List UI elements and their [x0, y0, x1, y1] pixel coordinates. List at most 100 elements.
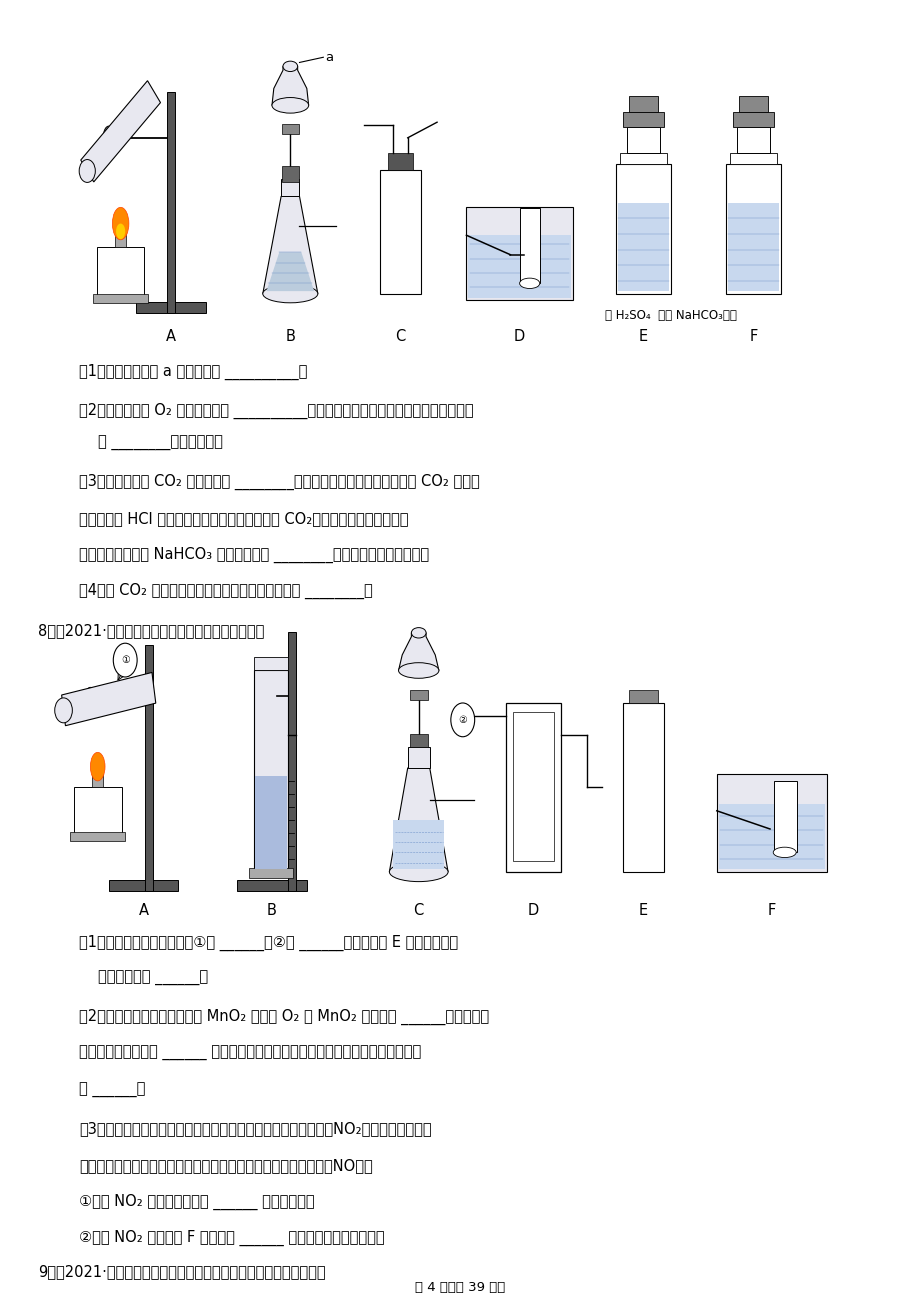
Bar	[74, 788, 121, 835]
Polygon shape	[389, 768, 448, 872]
Bar	[628, 96, 657, 112]
Bar	[167, 92, 175, 314]
Text: F: F	[766, 904, 775, 918]
Bar	[237, 880, 307, 892]
Polygon shape	[81, 81, 160, 182]
Ellipse shape	[389, 862, 448, 881]
Bar	[409, 690, 427, 700]
Text: ①: ①	[120, 655, 130, 665]
Ellipse shape	[283, 61, 298, 72]
Text: ①制取 NO₂ 的发生装置可用 ______ （填字母）。: ①制取 NO₂ 的发生装置可用 ______ （填字母）。	[79, 1194, 314, 1210]
Bar	[617, 203, 668, 292]
Bar	[387, 154, 413, 171]
Text: E: E	[638, 904, 647, 918]
Polygon shape	[263, 197, 317, 294]
Text: 净的氧气，装置可用 ______ （填字母）。用锤与稀硫酸反应制取氢气的化学方程式: 净的氧气，装置可用 ______ （填字母）。用锤与稀硫酸反应制取氢气的化学方程…	[79, 1047, 421, 1061]
Text: D: D	[514, 329, 525, 344]
Bar	[108, 880, 178, 892]
Bar	[626, 128, 659, 154]
Bar	[289, 631, 296, 892]
Text: （1）写出标号仪器的名称：①是 ______，②是 ______。能用装置 E 收集的气体应: （1）写出标号仪器的名称：①是 ______，②是 ______。能用装置 E …	[79, 935, 458, 952]
Bar	[115, 234, 126, 247]
Text: （3）实验室可用铜片与浓硫酸在常温下反应制取少量二氧化氮（NO₂）。通常状况下，: （3）实验室可用铜片与浓硫酸在常温下反应制取少量二氧化氮（NO₂）。通常状况下，	[79, 1121, 432, 1137]
Ellipse shape	[263, 285, 317, 303]
Bar	[716, 775, 826, 872]
Circle shape	[113, 643, 137, 677]
Bar	[738, 96, 767, 112]
Text: A: A	[139, 904, 148, 918]
Bar	[505, 703, 561, 872]
Bar	[92, 775, 103, 788]
Bar	[281, 180, 300, 197]
Polygon shape	[398, 633, 438, 671]
Text: （1）写出标有字母 a 的仪器名称 __________；: （1）写出标有字母 a 的仪器名称 __________；	[79, 363, 307, 380]
Ellipse shape	[85, 687, 96, 711]
Text: 含有少量的 HCl 和水蔓气，若要制取干燥纯净的 CO₂，正确的装置链接顺序是: 含有少量的 HCl 和水蔓气，若要制取干燥纯净的 CO₂，正确的装置链接顺序是	[79, 510, 408, 526]
Text: 为 ______。: 为 ______。	[79, 1083, 145, 1098]
Text: （3）实验室制取 CO₂ 的反应原理 ________（用化学方程式表示），制得的 CO₂ 中通常: （3）实验室制取 CO₂ 的反应原理 ________（用化学方程式表示），制得…	[79, 474, 480, 490]
Bar	[513, 712, 553, 862]
Bar	[392, 820, 444, 870]
Bar	[628, 690, 657, 703]
Bar	[729, 154, 777, 164]
Text: 8．（2021·徐州）请根据下列实验装置图回答问题。: 8．（2021·徐州）请根据下列实验装置图回答问题。	[38, 622, 264, 638]
Text: B: B	[267, 904, 277, 918]
Ellipse shape	[103, 126, 114, 150]
Bar	[727, 203, 778, 292]
Text: （填字母），饱和 NaHCO₃ 溶液的作用是 ________（用化学方程式表示）。: （填字母），饱和 NaHCO₃ 溶液的作用是 ________（用化学方程式表示…	[79, 547, 429, 562]
Text: ②: ②	[458, 715, 467, 725]
Bar	[70, 832, 125, 841]
Text: C: C	[414, 904, 424, 918]
Text: 具有的性质是 ______。: 具有的性质是 ______。	[97, 971, 208, 986]
Bar	[773, 781, 796, 853]
Bar	[519, 208, 539, 284]
Bar	[409, 734, 427, 747]
Text: 9．（2021·呼伦贝尔）请根据下面常用化学实验装置回答以下问题。: 9．（2021·呼伦贝尔）请根据下面常用化学实验装置回答以下问题。	[38, 1264, 325, 1280]
Ellipse shape	[772, 848, 795, 858]
Text: （2）实验室用过氧化氢溶液和 MnO₂ 混合制 O₂ 时 MnO₂ 的作用是 ______。收集较纯: （2）实验室用过氧化氢溶液和 MnO₂ 混合制 O₂ 时 MnO₂ 的作用是 _…	[79, 1009, 489, 1026]
Bar	[718, 805, 824, 870]
Bar	[93, 294, 148, 303]
Bar	[96, 247, 144, 297]
Text: （4）将 CO₂ 通入紫色石蕃溶液中，溶液变红的原因 ________。: （4）将 CO₂ 通入紫色石蕃溶液中，溶液变红的原因 ________。	[79, 583, 373, 599]
Text: B: B	[285, 329, 295, 344]
Ellipse shape	[519, 279, 539, 289]
Bar	[736, 128, 769, 154]
Bar	[622, 112, 663, 128]
Text: 二氧化氮是红棕色气体，溶于水时与水反应生成硫酸和一氧化氮（NO）。: 二氧化氮是红棕色气体，溶于水时与水反应生成硫酸和一氧化氮（NO）。	[79, 1157, 373, 1173]
Polygon shape	[267, 253, 313, 292]
Text: 第 4 页（共 39 页）: 第 4 页（共 39 页）	[414, 1281, 505, 1294]
Polygon shape	[62, 672, 155, 725]
Text: C: C	[395, 329, 405, 344]
Text: a: a	[324, 51, 333, 64]
Text: （2）实验室制取 O₂ 的反应原理为 __________；（用化学方程式表示），你选择的发生装: （2）实验室制取 O₂ 的反应原理为 __________；（用化学方程式表示）…	[79, 402, 473, 419]
Bar	[282, 167, 299, 182]
Ellipse shape	[398, 663, 438, 678]
Ellipse shape	[116, 224, 125, 240]
Ellipse shape	[90, 753, 105, 781]
Bar	[254, 671, 289, 872]
Bar	[618, 154, 666, 164]
Bar	[466, 207, 573, 301]
Bar	[255, 776, 287, 870]
Bar	[380, 171, 420, 294]
Text: ②收集 NO₂ 不用装置 F 的原因是 ______ （用化学方程式表示）。: ②收集 NO₂ 不用装置 F 的原因是 ______ （用化学方程式表示）。	[79, 1230, 384, 1246]
Text: 置 ________（填字母）。: 置 ________（填字母）。	[97, 436, 222, 450]
Polygon shape	[272, 66, 308, 105]
Bar	[254, 658, 289, 671]
Circle shape	[450, 703, 474, 737]
Ellipse shape	[54, 698, 73, 723]
Bar	[732, 112, 773, 128]
Bar	[468, 236, 571, 298]
Ellipse shape	[411, 628, 425, 638]
Text: A: A	[166, 329, 176, 344]
Bar	[282, 124, 299, 134]
Bar	[249, 868, 293, 879]
Bar	[136, 302, 206, 314]
Text: 浓 H₂SO₄  饱和 NaHCO₃溶液: 浓 H₂SO₄ 饱和 NaHCO₃溶液	[605, 310, 736, 323]
Bar	[622, 703, 663, 872]
Bar	[725, 164, 780, 294]
Text: E: E	[638, 329, 647, 344]
Text: D: D	[528, 904, 539, 918]
Ellipse shape	[112, 207, 129, 240]
